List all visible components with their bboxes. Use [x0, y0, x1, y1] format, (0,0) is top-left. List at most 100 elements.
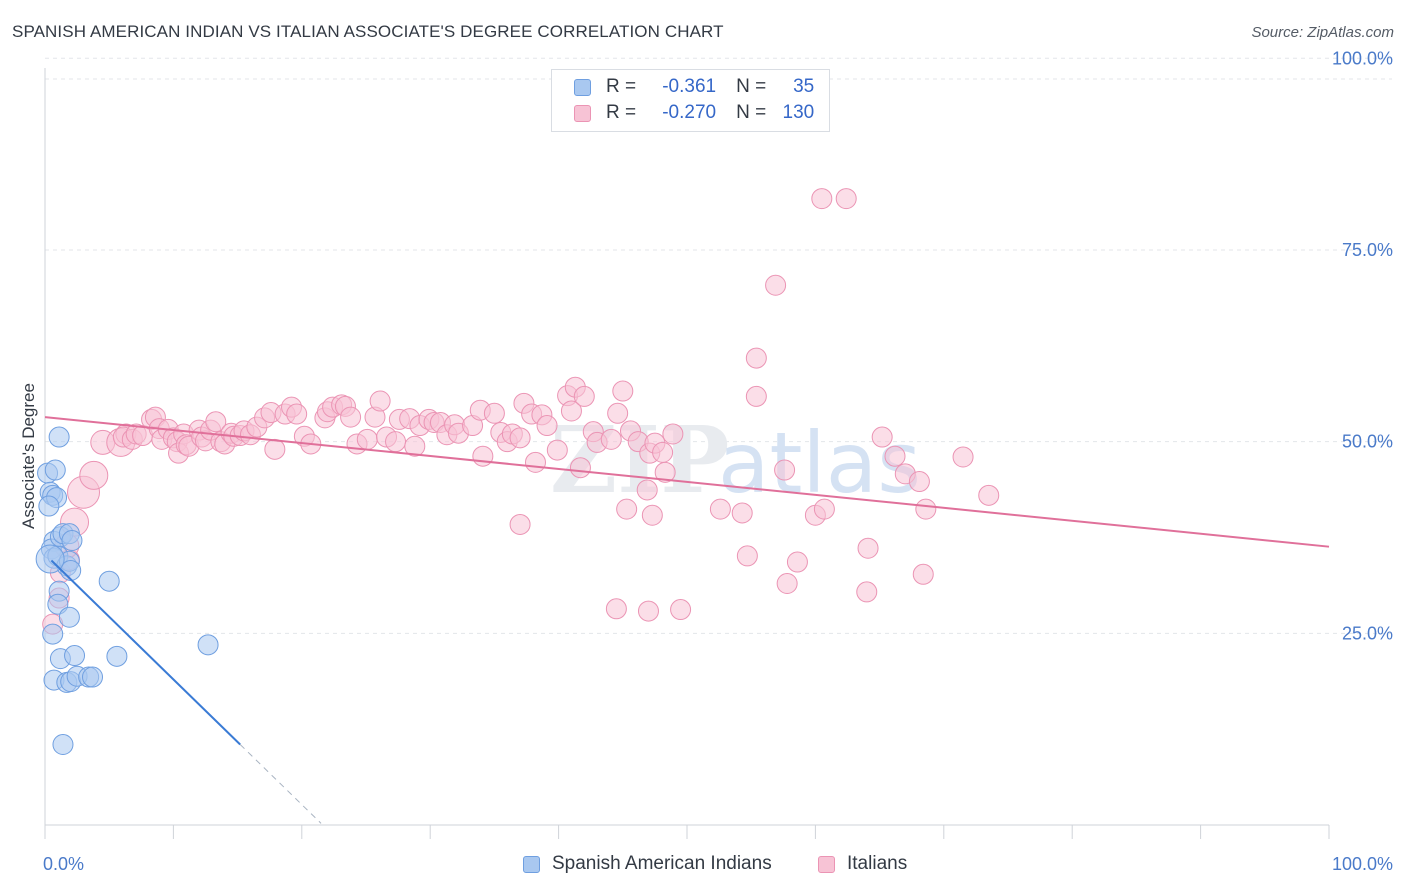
- italians-point: [662, 423, 684, 445]
- italians-point: [286, 403, 308, 425]
- italians-point: [857, 537, 879, 559]
- italians-point: [636, 479, 658, 501]
- bottom-legend-label: Italians: [847, 853, 908, 874]
- italians-trend-line: [44, 416, 1330, 548]
- spanish-american-indians-point: [98, 570, 120, 592]
- italians-point: [385, 431, 407, 453]
- spanish-american-indians-point: [38, 495, 60, 517]
- italians-point: [856, 581, 878, 603]
- legend-row-spanish-american-indians: R = -0.361 N = 35: [574, 75, 814, 99]
- italians-point: [641, 504, 663, 526]
- legend-n-label: N =: [736, 76, 767, 97]
- x-tick-label-min: 0.0%: [43, 854, 84, 874]
- italians-point: [524, 451, 546, 473]
- zipatlas-watermark: ZIP atlas: [550, 406, 921, 514]
- italians-point: [811, 188, 833, 210]
- spanish-american-indians-point: [197, 634, 219, 656]
- italians-point: [483, 402, 505, 424]
- source-credit: Source: ZipAtlas.com: [1251, 24, 1394, 41]
- trend-lines: [44, 416, 1330, 824]
- legend-r-value: -0.270: [662, 102, 717, 123]
- legend-n-label: N =: [736, 102, 767, 123]
- italians-point: [884, 445, 906, 467]
- chart-title: SPANISH AMERICAN INDIAN VS ITALIAN ASSOC…: [12, 22, 724, 41]
- italians-point: [670, 599, 692, 621]
- italians-point: [731, 502, 753, 524]
- y-tick-label: 50.0%: [1342, 432, 1393, 452]
- italians-point: [786, 551, 808, 573]
- italians-point: [745, 347, 767, 369]
- italians-point: [765, 274, 787, 296]
- italians-point: [340, 406, 362, 428]
- spanish-american-indians-point: [61, 530, 83, 552]
- italians-point: [616, 498, 638, 520]
- bottom-legend-swatch-pink: [818, 855, 835, 873]
- italians-point: [205, 411, 227, 433]
- italians-point: [264, 438, 286, 460]
- bottom-legend-italians: Italians: [818, 852, 907, 876]
- italians-point: [404, 435, 426, 457]
- italians-point: [605, 598, 627, 620]
- italians-point: [736, 545, 758, 567]
- italians-point: [509, 513, 531, 535]
- italians-point: [912, 563, 934, 585]
- y-tick-label: 75.0%: [1342, 240, 1393, 260]
- spanish-american-indians-point: [58, 606, 80, 628]
- x-tick-label-max: 100.0%: [1332, 854, 1393, 874]
- italians-point: [509, 427, 531, 449]
- legend-swatch-blue: [574, 78, 591, 96]
- italians-point: [776, 572, 798, 594]
- italians-point: [600, 428, 622, 450]
- italians-point: [813, 498, 835, 520]
- italians-point: [654, 461, 676, 483]
- italians-point: [612, 380, 634, 402]
- italians-point: [709, 498, 731, 520]
- italians-point: [908, 471, 930, 493]
- tick-labels: 25.0% 50.0% 75.0% 100.0% 0.0% 100.0%: [43, 48, 1393, 874]
- y-tick-label: 25.0%: [1342, 623, 1393, 643]
- y-tick-label: 100.0%: [1332, 48, 1393, 68]
- y-axis-label: Associate's Degree: [19, 383, 38, 529]
- legend-r-label: R =: [606, 102, 637, 123]
- italians-point: [472, 445, 494, 467]
- legend-n-value: 130: [782, 102, 815, 123]
- bottom-legend-spanish-american-indians: Spanish American Indians: [523, 852, 772, 876]
- spanish-american-indians-point: [64, 645, 86, 667]
- italians-point: [637, 600, 659, 622]
- spanish-american-indians-trend-extension: [239, 744, 322, 824]
- legend-r-value: -0.361: [662, 76, 717, 97]
- italians-point: [356, 428, 378, 450]
- italians-point: [79, 460, 109, 490]
- spanish-american-indians-point: [106, 645, 128, 667]
- spanish-american-indians-trend-line: [50, 559, 241, 746]
- spanish-american-indians-points: [35, 426, 219, 755]
- axes: [44, 68, 1330, 839]
- italians-point: [652, 441, 674, 463]
- correlation-legend: R = -0.361 N = 35 R = -0.270 N = 130: [551, 69, 830, 132]
- italians-points: [42, 188, 1000, 635]
- italians-point: [952, 446, 974, 468]
- italians-point: [560, 400, 582, 422]
- bottom-legend-swatch-blue: [523, 855, 540, 873]
- bottom-legend-label: Spanish American Indians: [552, 853, 772, 874]
- italians-point: [569, 457, 591, 479]
- legend-r-label: R =: [606, 76, 637, 97]
- italians-point: [745, 385, 767, 407]
- italians-point: [536, 415, 558, 437]
- italians-point: [871, 426, 893, 448]
- italians-point: [978, 484, 1000, 506]
- spanish-american-indians-point: [42, 623, 64, 645]
- spanish-american-indians-point: [82, 666, 104, 688]
- italians-point: [835, 188, 857, 210]
- legend-n-value: 35: [793, 76, 815, 97]
- italians-point: [573, 385, 595, 407]
- italians-point: [369, 390, 391, 412]
- legend-swatch-pink: [574, 104, 591, 122]
- spanish-american-indians-point: [48, 426, 70, 448]
- italians-point: [774, 459, 796, 481]
- spanish-american-indians-point: [52, 733, 74, 755]
- italians-point: [915, 498, 937, 520]
- italians-point: [607, 402, 629, 424]
- spanish-american-indians-point: [44, 459, 66, 481]
